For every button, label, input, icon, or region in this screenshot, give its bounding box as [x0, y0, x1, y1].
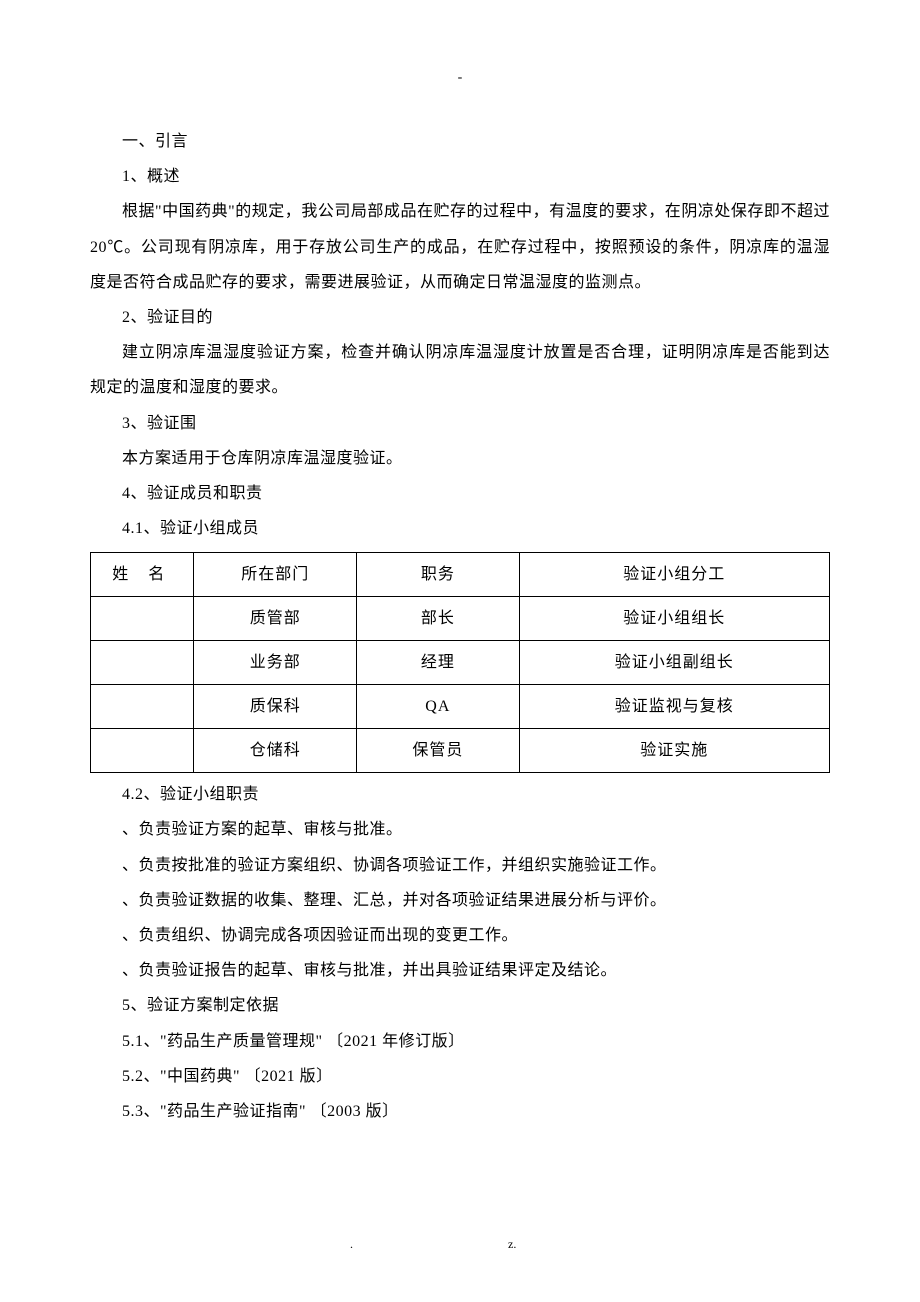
basis-item: 5.1、"药品生产质量管理规" 〔2021 年修订版〕: [90, 1024, 830, 1059]
cell-name: [91, 641, 194, 685]
document-page: - 一、引言 1、概述 根据"中国药典"的规定，我公司局部成品在贮存的过程中，有…: [0, 0, 920, 1302]
basis-item: 5.2、"中国药典" 〔2021 版〕: [90, 1059, 830, 1094]
heading-3-scope: 3、验证围: [90, 406, 830, 441]
duty-item: 、负责验证数据的收集、整理、汇总，并对各项验证结果进展分析与评价。: [90, 883, 830, 918]
cell-name: [91, 685, 194, 729]
heading-5-basis: 5、验证方案制定依据: [90, 988, 830, 1023]
cell-dept: 质管部: [194, 597, 357, 641]
document-body: 一、引言 1、概述 根据"中国药典"的规定，我公司局部成品在贮存的过程中，有温度…: [90, 124, 830, 1129]
page-footer: . z.: [90, 1237, 830, 1252]
table-row: 质管部 部长 验证小组组长: [91, 597, 830, 641]
cell-role: 验证实施: [519, 729, 829, 773]
cell-title: 保管员: [357, 729, 520, 773]
table-row: 仓储科 保管员 验证实施: [91, 729, 830, 773]
heading-4-1: 4.1、验证小组成员: [90, 511, 830, 546]
th-dept: 所在部门: [194, 553, 357, 597]
th-name-text: 姓 名: [112, 566, 172, 583]
footer-dot: .: [350, 1237, 359, 1252]
members-table: 姓 名 所在部门 职务 验证小组分工 质管部 部长 验证小组组长 业务部 经理 …: [90, 552, 830, 773]
para-purpose: 建立阴凉库温湿度验证方案，检查并确认阴凉库温湿度计放置是否合理，证明阴凉库是否能…: [90, 335, 830, 405]
heading-2-purpose: 2、验证目的: [90, 300, 830, 335]
table-row: 业务部 经理 验证小组副组长: [91, 641, 830, 685]
cell-role: 验证小组副组长: [519, 641, 829, 685]
cell-name: [91, 597, 194, 641]
duty-item: 、负责按批准的验证方案组织、协调各项验证工作，并组织实施验证工作。: [90, 848, 830, 883]
cell-dept: 质保科: [194, 685, 357, 729]
para-scope: 本方案适用于仓库阴凉库温湿度验证。: [90, 441, 830, 476]
cell-role: 验证监视与复核: [519, 685, 829, 729]
para-overview: 根据"中国药典"的规定，我公司局部成品在贮存的过程中，有温度的要求，在阴凉处保存…: [90, 194, 830, 300]
duty-item: 、负责验证报告的起草、审核与批准，并出具验证结果评定及结论。: [90, 953, 830, 988]
th-title: 职务: [357, 553, 520, 597]
th-name: 姓 名: [91, 553, 194, 597]
basis-item: 5.3、"药品生产验证指南" 〔2003 版〕: [90, 1094, 830, 1129]
page-header-dash: -: [90, 70, 830, 86]
th-role: 验证小组分工: [519, 553, 829, 597]
cell-role: 验证小组组长: [519, 597, 829, 641]
heading-4-2: 4.2、验证小组职责: [90, 777, 830, 812]
heading-1-overview: 1、概述: [90, 159, 830, 194]
table-row: 姓 名 所在部门 职务 验证小组分工: [91, 553, 830, 597]
heading-intro: 一、引言: [90, 124, 830, 159]
duty-item: 、负责组织、协调完成各项因验证而出现的变更工作。: [90, 918, 830, 953]
duty-item: 、负责验证方案的起草、审核与批准。: [90, 812, 830, 847]
cell-dept: 业务部: [194, 641, 357, 685]
footer-z: z.: [508, 1237, 516, 1252]
heading-4-members: 4、验证成员和职责: [90, 476, 830, 511]
cell-name: [91, 729, 194, 773]
table-row: 质保科 QA 验证监视与复核: [91, 685, 830, 729]
cell-dept: 仓储科: [194, 729, 357, 773]
cell-title: QA: [357, 685, 520, 729]
cell-title: 经理: [357, 641, 520, 685]
cell-title: 部长: [357, 597, 520, 641]
